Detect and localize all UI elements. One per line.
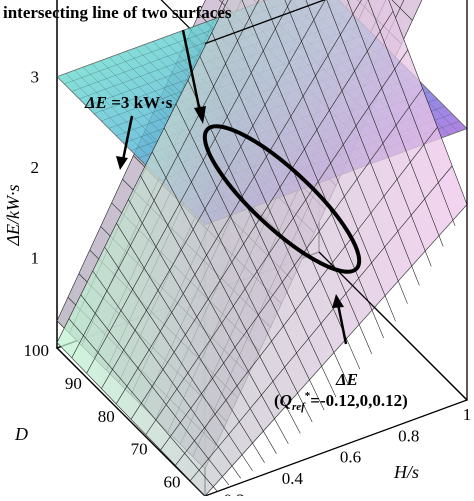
wedge-front-grid-line: [145, 49, 409, 435]
z-tick-label: 3: [31, 68, 40, 87]
wedge-front-grid-line: [241, 0, 384, 339]
wedge-front-grid-line: [187, 80, 337, 398]
wedge-front-grid-line: [160, 88, 423, 451]
plane-label: ΔE =3 kW·s: [84, 93, 173, 112]
wedge-front-grid-line: [204, 204, 468, 497]
z-axis-label: ΔE/kW·s: [3, 184, 23, 246]
y-tick-label: 60: [164, 473, 181, 492]
x-axis-label: H/s: [393, 462, 419, 482]
surfaces: [56, 0, 468, 497]
wedge-front-grid-line: [347, 0, 444, 247]
y-tick-label: 70: [131, 440, 148, 459]
arrow-surface-label: [336, 303, 348, 345]
arrow-plane-label: [121, 115, 134, 161]
wedge-front-grid-line: [263, 0, 396, 322]
wedge-front-grid-line: [189, 165, 453, 481]
wedge-front-grid-line: [92, 270, 241, 479]
x-tick-label: 1: [463, 405, 472, 424]
wedge-front-grid-line: [223, 8, 373, 354]
wedge-front-grid-line: [211, 32, 361, 370]
wedge-front-grid-line: [175, 103, 325, 411]
wedge-front-grid-line: [152, 151, 301, 434]
z-tick-label: 1: [31, 249, 40, 268]
wedge-front-grid-line: [163, 127, 313, 423]
x-tick-label: 0.4: [282, 469, 304, 488]
axis-box-edge: [318, 251, 468, 401]
x-tick-label: 0.6: [340, 448, 361, 467]
wedge-front-grid-line: [140, 175, 289, 445]
wedge-front-grid-line: [68, 318, 218, 492]
wedge-front-grid-line: [130, 10, 394, 420]
wedge-surface-front: [57, 0, 467, 496]
wedge-front-grid-line: [80, 294, 230, 486]
wedge-front-grid-line: [101, 0, 326, 389]
wedge-front-grid-line: [128, 199, 277, 454]
wedge-front-grid-line: [115, 0, 362, 405]
arrowhead-plane-label: [116, 156, 128, 170]
wedge-front-grid-line: [367, 0, 456, 227]
wedge-front-grid-line: [116, 223, 265, 463]
wedge-front-grid-line: [326, 0, 432, 267]
intersection-ellipse: [202, 124, 362, 274]
y-tick-label: 100: [24, 341, 50, 360]
annotations: intersecting line of two surfaces ΔE =3 …: [3, 3, 408, 413]
wedge-front-grid-line: [199, 56, 349, 384]
surface-label-delta-e: ΔE: [335, 370, 358, 389]
tick-labels: 12345607080901000.20.40.60.81: [24, 68, 472, 501]
wedge-front-grid-line: [305, 0, 420, 286]
wedge-front-grid-line: [56, 0, 229, 343]
wedge-front-grid-line: [175, 127, 438, 466]
y-tick-label: 90: [65, 374, 82, 393]
surface-label-qref: (Qref*=-0.12,0,0.12): [274, 390, 408, 413]
y-axis-label: D: [14, 424, 28, 444]
axis-box-front: [204, 0, 468, 401]
arrowhead-surface-label: [332, 294, 344, 308]
x-tick-label: 0.2: [223, 490, 244, 496]
y-tick-label: 80: [98, 407, 115, 426]
arrowhead-intersecting-line: [194, 106, 206, 124]
axis-box-edge: [204, 0, 326, 45]
z-tick-label: 2: [31, 158, 40, 177]
annotation-intersecting-line: intersecting line of two surfaces: [3, 3, 232, 22]
x-tick-label: 0.8: [398, 426, 419, 445]
arrow-intersecting-line: [181, 29, 202, 113]
wedge-front-grid-line: [284, 0, 408, 304]
wedge-front-grid-line: [86, 0, 292, 374]
wedge-front-grid-line: [104, 246, 253, 472]
